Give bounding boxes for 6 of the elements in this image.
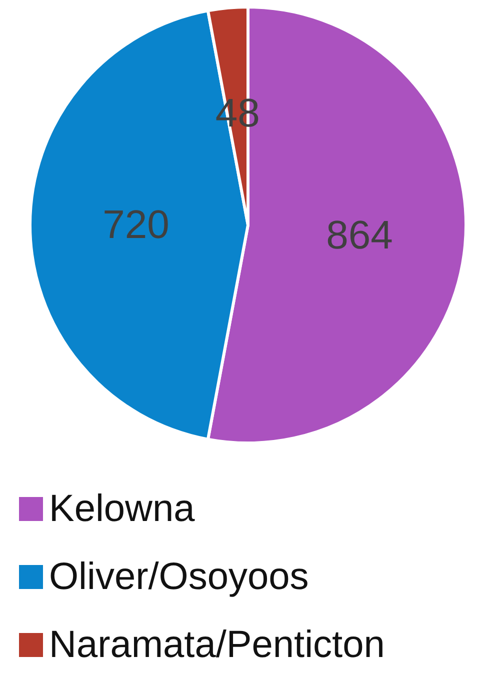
data-label: 864 [326,213,393,258]
legend-label: Naramata/Penticton [49,624,385,666]
legend-label: Kelowna [49,488,196,530]
data-label: 720 [102,203,170,247]
legend-label: Oliver/Osoyoos [49,556,309,598]
data-label: 48 [215,91,260,136]
